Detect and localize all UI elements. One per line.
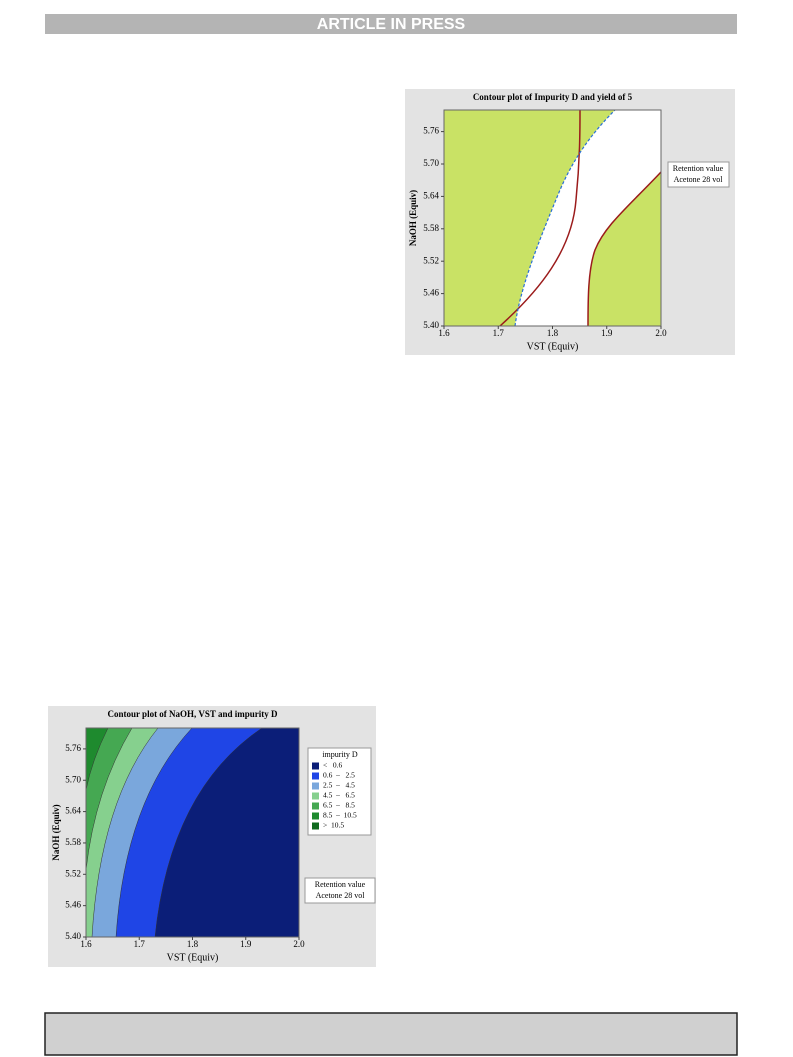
y-axis-label: NaOH (Equiv) bbox=[408, 190, 418, 246]
contour-line bbox=[499, 109, 581, 327]
legend-label: < 0.6 bbox=[323, 761, 342, 770]
x-tick-label: 1.6 bbox=[438, 328, 450, 338]
region bbox=[515, 110, 661, 326]
y-tick-label: 5.58 bbox=[65, 837, 81, 847]
y-tick-label: 5.76 bbox=[423, 126, 439, 136]
legend-title: impurity D bbox=[322, 750, 358, 759]
note-text: Retention value bbox=[315, 880, 366, 889]
y-tick-label: 5.64 bbox=[423, 190, 439, 200]
contour-line bbox=[514, 109, 616, 327]
y-tick-label: 5.40 bbox=[423, 320, 439, 330]
y-tick-label: 5.52 bbox=[423, 255, 439, 265]
y-tick-label: 5.46 bbox=[423, 288, 439, 298]
x-tick-label: 1.8 bbox=[547, 328, 559, 338]
x-tick-label: 1.9 bbox=[240, 939, 252, 949]
legend-swatch bbox=[312, 772, 319, 780]
x-axis-label: VST (Equiv) bbox=[167, 952, 219, 963]
x-tick-label: 1.9 bbox=[601, 328, 613, 338]
legend-swatch bbox=[312, 782, 319, 790]
x-tick-label: 2.0 bbox=[655, 328, 667, 338]
y-tick-label: 5.46 bbox=[65, 900, 81, 910]
y-tick-label: 5.76 bbox=[65, 743, 81, 753]
note-box bbox=[667, 161, 730, 188]
legend-swatch bbox=[312, 812, 319, 820]
y-axis-label: NaOH (Equiv) bbox=[51, 804, 61, 860]
legend-swatch bbox=[312, 822, 319, 830]
legend-swatch bbox=[312, 792, 319, 800]
y-tick-label: 5.70 bbox=[423, 158, 439, 168]
region bbox=[85, 727, 133, 871]
y-tick-label: 5.58 bbox=[423, 223, 439, 233]
figure-title: Contour plot of NaOH, VST and impurity D bbox=[107, 709, 278, 719]
y-tick-label: 5.40 bbox=[65, 931, 81, 941]
contour-regions bbox=[85, 727, 300, 938]
x-tick-label: 1.7 bbox=[493, 328, 505, 338]
contour-regions bbox=[443, 109, 662, 327]
x-tick-label: 2.0 bbox=[293, 939, 305, 949]
legend-label: 8.5 – 10.5 bbox=[323, 811, 357, 820]
x-axis-label: VST (Equiv) bbox=[527, 341, 579, 352]
legend-label: 4.5 – 6.5 bbox=[323, 791, 355, 800]
note-box bbox=[304, 877, 376, 904]
legend-label: 2.5 – 4.5 bbox=[323, 781, 355, 790]
legend-swatch bbox=[312, 762, 319, 770]
figure-title: Contour plot of Impurity D and yield of … bbox=[473, 92, 633, 102]
header-title: ARTICLE IN PRESS bbox=[317, 16, 466, 33]
y-tick-label: 5.52 bbox=[65, 868, 81, 878]
legend-label: 6.5 – 8.5 bbox=[323, 801, 355, 810]
note-text: Retention value bbox=[673, 164, 724, 173]
footer-box bbox=[44, 1012, 738, 1056]
x-tick-label: 1.8 bbox=[187, 939, 199, 949]
y-tick-label: 5.64 bbox=[65, 806, 81, 816]
contour-line bbox=[587, 171, 662, 327]
x-tick-label: 1.6 bbox=[80, 939, 92, 949]
note-text: Acetone 28 vol bbox=[316, 891, 366, 900]
header-bar bbox=[45, 14, 737, 34]
x-tick-label: 1.7 bbox=[134, 939, 146, 949]
legend-swatch bbox=[312, 802, 319, 810]
legend-label: > 10.5 bbox=[323, 821, 344, 830]
legend-label: 0.6 – 2.5 bbox=[323, 771, 355, 780]
y-tick-label: 5.70 bbox=[65, 774, 81, 784]
note-text: Acetone 28 vol bbox=[674, 175, 724, 184]
